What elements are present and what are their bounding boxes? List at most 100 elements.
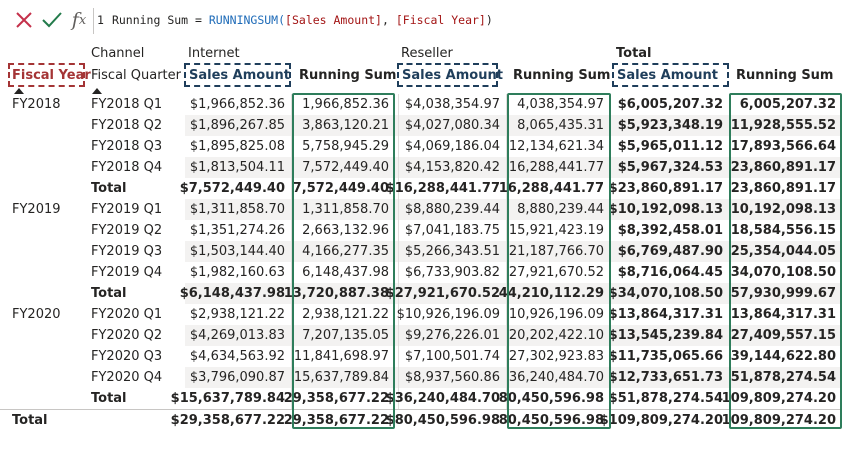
value-cell-b3[interactable]: 109,809,274.20 xyxy=(721,391,836,406)
value-cell-a2[interactable]: $4,153,820.42 xyxy=(404,160,500,175)
value-cell-b1[interactable]: 15,637,789.84 xyxy=(293,370,389,385)
value-cell-a2[interactable]: $4,027,080.34 xyxy=(404,118,500,133)
internet-header[interactable]: Internet xyxy=(188,45,240,61)
formula-input[interactable]: 1 Running Sum = RUNNINGSUM([Sales Amount]… xyxy=(97,13,493,27)
reseller-header[interactable]: Reseller xyxy=(401,45,453,61)
sales-amount-header-total[interactable]: Sales Amount xyxy=(617,67,718,83)
value-cell-a3[interactable]: $12,733,651.73 xyxy=(608,370,723,385)
value-cell-a2[interactable]: $10,926,196.09 xyxy=(396,307,500,322)
value-cell-b2[interactable]: 36,240,484.70 xyxy=(508,370,604,385)
value-cell-a2[interactable]: $8,937,560.86 xyxy=(404,370,500,385)
grand-total-a1[interactable]: $29,358,677.22 xyxy=(170,413,285,428)
grand-total-b3[interactable]: 109,809,274.20 xyxy=(721,413,836,428)
value-cell-b2[interactable]: 4,038,354.97 xyxy=(517,97,604,112)
value-cell-b1[interactable]: 7,572,449.40 xyxy=(302,160,389,175)
fiscal-quarter-cell[interactable]: Total xyxy=(91,286,127,301)
value-cell-a1[interactable]: $1,351,274.26 xyxy=(189,223,285,238)
value-cell-b1[interactable]: 3,863,120.21 xyxy=(302,118,389,133)
fiscal-quarter-cell[interactable]: FY2018 Q1 xyxy=(91,97,163,112)
value-cell-b3[interactable]: 39,144,622.80 xyxy=(730,349,836,364)
value-cell-b2[interactable]: 80,450,596.98 xyxy=(498,391,604,406)
value-cell-a3[interactable]: $5,967,324.53 xyxy=(617,160,723,175)
value-cell-a1[interactable]: $1,311,858.70 xyxy=(189,202,285,217)
value-cell-a3[interactable]: $34,070,108.50 xyxy=(608,286,723,301)
value-cell-b1[interactable]: 6,148,437.98 xyxy=(302,265,389,280)
value-cell-a3[interactable]: $5,965,011.12 xyxy=(617,139,723,154)
value-cell-a1[interactable]: $2,938,121.22 xyxy=(189,307,285,322)
value-cell-b1[interactable]: 4,166,277.35 xyxy=(302,244,389,259)
value-cell-b3[interactable]: 25,354,044.05 xyxy=(730,244,836,259)
value-cell-a3[interactable]: $6,005,207.32 xyxy=(617,97,723,112)
value-cell-b1[interactable]: 11,841,698.97 xyxy=(293,349,389,364)
value-cell-b1[interactable]: 7,572,449.40 xyxy=(292,181,389,196)
value-cell-b1[interactable]: 2,663,132.96 xyxy=(302,223,389,238)
fiscal-quarter-cell[interactable]: FY2019 Q1 xyxy=(91,202,163,217)
running-sum-header-total[interactable]: Running Sum xyxy=(736,67,834,83)
value-cell-a1[interactable]: $1,895,825.08 xyxy=(189,139,285,154)
value-cell-b2[interactable]: 27,302,923.83 xyxy=(508,349,604,364)
value-cell-b3[interactable]: 13,864,317.31 xyxy=(730,307,836,322)
fiscal-quarter-cell[interactable]: FY2018 Q4 xyxy=(91,160,163,175)
value-cell-a1[interactable]: $1,896,267.85 xyxy=(189,118,285,133)
value-cell-a2[interactable]: $6,733,903.82 xyxy=(404,265,500,280)
value-cell-b3[interactable]: 27,409,557.15 xyxy=(730,328,836,343)
sort-ascending-icon[interactable] xyxy=(14,88,24,94)
fiscal-quarter-cell[interactable]: FY2019 Q3 xyxy=(91,244,163,259)
value-cell-a3[interactable]: $8,716,064.45 xyxy=(617,265,723,280)
value-cell-b3[interactable]: 23,860,891.17 xyxy=(730,160,836,175)
fiscal-quarter-header[interactable]: Fiscal Quarter xyxy=(91,67,181,83)
fiscal-quarter-cell[interactable]: FY2020 Q1 xyxy=(91,307,163,322)
value-cell-b1[interactable]: 1,311,858.70 xyxy=(302,202,389,217)
value-cell-a2[interactable]: $27,921,670.52 xyxy=(385,286,500,301)
value-cell-b2[interactable]: 10,926,196.09 xyxy=(508,307,604,322)
fiscal-year-cell[interactable]: FY2020 xyxy=(12,307,61,322)
value-cell-a3[interactable]: $23,860,891.17 xyxy=(608,181,723,196)
grand-total-b2[interactable]: 80,450,596.98 xyxy=(498,413,604,428)
value-cell-a1[interactable]: $3,796,090.87 xyxy=(189,370,285,385)
fiscal-quarter-cell[interactable]: FY2020 Q3 xyxy=(91,349,163,364)
fiscal-year-cell[interactable]: FY2018 xyxy=(12,97,61,112)
value-cell-a3[interactable]: $13,864,317.31 xyxy=(608,307,723,322)
value-cell-a2[interactable]: $7,041,183.75 xyxy=(404,223,500,238)
running-sum-header-reseller[interactable]: Running Sum xyxy=(513,67,611,83)
fiscal-quarter-cell[interactable]: FY2018 Q3 xyxy=(91,139,163,154)
value-cell-a2[interactable]: $36,240,484.70 xyxy=(385,391,500,406)
value-cell-a2[interactable]: $7,100,501.74 xyxy=(404,349,500,364)
value-cell-b3[interactable]: 51,878,274.54 xyxy=(730,370,836,385)
value-cell-a3[interactable]: $10,192,098.13 xyxy=(608,202,723,217)
fiscal-year-header[interactable]: Fiscal Year xyxy=(12,67,91,83)
value-cell-a2[interactable]: $5,266,343.51 xyxy=(404,244,500,259)
value-cell-a1[interactable]: $7,572,449.40 xyxy=(179,181,285,196)
value-cell-a3[interactable]: $8,392,458.01 xyxy=(617,223,723,238)
value-cell-b1[interactable]: 29,358,677.22 xyxy=(283,391,389,406)
fiscal-quarter-cell[interactable]: FY2018 Q2 xyxy=(91,118,163,133)
fiscal-quarter-cell[interactable]: FY2020 Q4 xyxy=(91,370,163,385)
value-cell-b1[interactable]: 1,966,852.36 xyxy=(302,97,389,112)
running-sum-header-internet[interactable]: Running Sum xyxy=(299,67,397,83)
value-cell-a2[interactable]: $8,880,239.44 xyxy=(404,202,500,217)
sort-ascending-icon[interactable] xyxy=(92,88,102,94)
fiscal-quarter-cell[interactable]: Total xyxy=(91,391,127,406)
value-cell-b3[interactable]: 17,893,566.64 xyxy=(730,139,836,154)
value-cell-a1[interactable]: $15,637,789.84 xyxy=(170,391,285,406)
grand-total-a2[interactable]: $80,450,596.98 xyxy=(385,413,500,428)
value-cell-b2[interactable]: 16,288,441.77 xyxy=(508,160,604,175)
fiscal-year-cell[interactable]: FY2019 xyxy=(12,202,61,217)
value-cell-b2[interactable]: 16,288,441.77 xyxy=(498,181,604,196)
value-cell-b1[interactable]: 5,758,945.29 xyxy=(302,139,389,154)
value-cell-b3[interactable]: 11,928,555.52 xyxy=(730,118,836,133)
fiscal-quarter-cell[interactable]: Total xyxy=(91,181,127,196)
value-cell-a2[interactable]: $9,276,226.01 xyxy=(404,328,500,343)
value-cell-b1[interactable]: 2,938,121.22 xyxy=(302,307,389,322)
value-cell-b2[interactable]: 15,921,423.19 xyxy=(508,223,604,238)
grand-total-b1[interactable]: 29,358,677.22 xyxy=(283,413,389,428)
value-cell-a1[interactable]: $1,503,144.40 xyxy=(189,244,285,259)
value-cell-a3[interactable]: $6,769,487.90 xyxy=(617,244,723,259)
value-cell-a1[interactable]: $4,634,563.92 xyxy=(189,349,285,364)
fiscal-quarter-cell[interactable]: FY2019 Q2 xyxy=(91,223,163,238)
value-cell-b2[interactable]: 20,202,422.10 xyxy=(508,328,604,343)
value-cell-b2[interactable]: 27,921,670.52 xyxy=(508,265,604,280)
fiscal-quarter-cell[interactable]: FY2019 Q4 xyxy=(91,265,163,280)
value-cell-a1[interactable]: $1,813,504.11 xyxy=(189,160,285,175)
